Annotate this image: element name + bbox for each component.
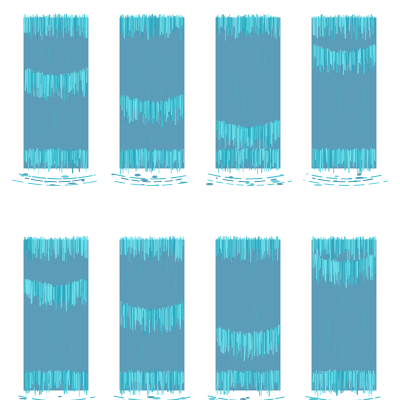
top-foam [215, 235, 280, 263]
falling-foam-band [24, 67, 88, 102]
water-column [23, 17, 89, 169]
waterfall-sprite [303, 13, 388, 186]
falling-foam-band [216, 324, 280, 362]
falling-foam-band [216, 119, 280, 155]
water-column [23, 239, 89, 391]
water-column [215, 239, 281, 391]
water-column [311, 17, 377, 169]
waterfall-sprite [303, 236, 381, 400]
waterfall-frame-4 [300, 10, 388, 190]
top-foam [120, 235, 184, 262]
top-foam [312, 13, 376, 41]
waterfall-frame-8 [300, 232, 388, 400]
top-foam [216, 13, 280, 41]
bottom-foam [24, 369, 88, 397]
waterfall-frame-1 [12, 10, 100, 190]
top-foam [23, 13, 88, 41]
waterfall-sprite [109, 13, 194, 187]
falling-foam-band [312, 44, 376, 76]
bottom-foam [24, 147, 88, 175]
bottom-foam [119, 147, 185, 175]
splash-ripples [113, 395, 191, 400]
falling-foam-band [312, 253, 376, 288]
splash-ripples [109, 173, 194, 187]
waterfall-sprite [18, 235, 96, 400]
top-foam [23, 235, 88, 262]
top-foam [312, 236, 376, 263]
falling-foam-band [120, 93, 184, 128]
waterfall-frame-2 [108, 10, 196, 190]
bottom-foam [120, 370, 184, 396]
waterfall-frame-5 [12, 232, 100, 400]
falling-foam-band [23, 277, 88, 312]
top-foam [120, 13, 185, 41]
waterfall-sprite [206, 13, 293, 186]
bottom-foam [216, 369, 280, 397]
bottom-foam [311, 369, 376, 397]
splash-ripples [303, 395, 381, 400]
splash-ripples [18, 395, 96, 400]
water-column [119, 17, 185, 169]
waterfall-frame-6 [108, 232, 196, 400]
bottom-foam [312, 147, 376, 175]
waterfall-frame-7 [204, 232, 292, 400]
waterfall-sprite [207, 235, 285, 400]
waterfall-frame-3 [204, 10, 293, 190]
waterfall-sprite [12, 13, 97, 186]
water-streaks [316, 256, 372, 361]
splash-ripples [206, 173, 293, 186]
falling-foam-band [120, 301, 184, 336]
bottom-foam [216, 147, 280, 175]
waterfall-sprite [113, 235, 191, 400]
splash-ripples [303, 173, 388, 186]
splash-ripples [207, 395, 285, 400]
splash-ripples [12, 173, 97, 186]
